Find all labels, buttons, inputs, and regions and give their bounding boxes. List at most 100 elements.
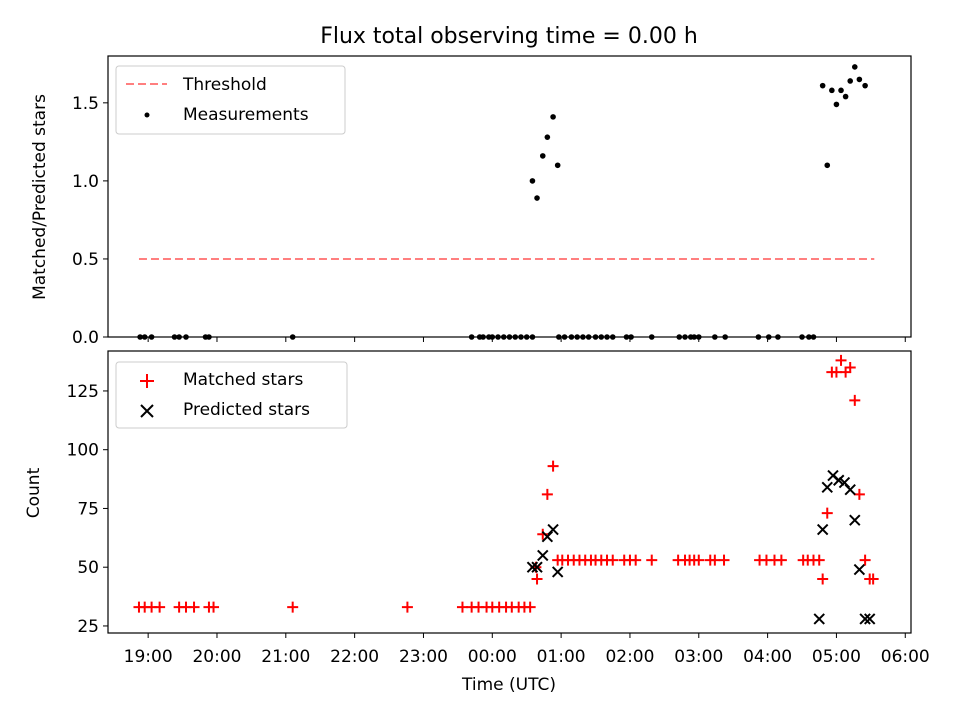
measurement-point: [833, 101, 840, 108]
predicted-star-marker: [551, 566, 564, 578]
matched-star-marker: [709, 554, 721, 566]
measurement-point: [722, 334, 728, 340]
measurement-point: [568, 334, 575, 340]
measurement-point: [544, 134, 551, 140]
count-legend: Matched stars Predicted stars: [115, 361, 348, 429]
matched-star-marker: [693, 554, 705, 566]
legend-matched-label: Matched stars: [183, 370, 303, 390]
predicted-star-marker: [816, 523, 829, 536]
count-x-tick-label: 05:00: [812, 647, 861, 667]
matched-star-marker: [867, 573, 879, 585]
measurement-point: [529, 178, 536, 184]
count-y-ticks: 25 50 75 100 125: [67, 382, 108, 637]
measurement-point: [598, 334, 605, 340]
measurement-point: [824, 162, 831, 169]
measurement-point: [554, 162, 561, 169]
ratio-panel: Matched/Predicted stars 0.0 0.5 1.0 1.5 Thr…: [30, 55, 912, 348]
matched-star-marker: [844, 361, 856, 373]
count-panel: Count Time (UTC) 25 50 75 100 125 19:00 20:00…: [24, 350, 930, 695]
matched-star-marker: [524, 601, 536, 613]
matched-star-marker: [630, 554, 642, 566]
measurement-point: [775, 334, 781, 340]
measurement-point: [604, 334, 610, 340]
measurement-point: [183, 334, 189, 340]
measurement-point: [574, 334, 580, 340]
predicted-star-marker: [813, 613, 825, 625]
matched-star-marker: [607, 554, 619, 566]
measurement-point: [529, 334, 536, 340]
ratio-legend-box: [115, 65, 346, 135]
predicted-star-marker: [849, 514, 861, 526]
measurement-point: [141, 334, 148, 340]
matched-star-marker: [853, 488, 865, 500]
count-x-tick-label: 04:00: [743, 647, 792, 667]
matched-star-marker: [208, 601, 220, 613]
matched-star-marker: [531, 573, 543, 585]
ratio-y-tick-label: 1.5: [72, 94, 99, 114]
matched-star-marker: [547, 460, 559, 472]
measurement-point: [539, 153, 546, 159]
matched-star-marker: [849, 394, 861, 406]
predicted-star-marker: [821, 481, 833, 494]
measurement-point: [592, 334, 599, 340]
legend-matched-swatch: [140, 374, 154, 388]
measurement-point: [765, 334, 772, 340]
ratio-legend: Threshold Measurements: [115, 65, 346, 135]
measurement-point: [682, 334, 688, 340]
legend-predicted-label: Predicted stars: [183, 400, 310, 420]
chart-title: Flux total observing time = 0.00 h: [320, 24, 698, 49]
measurement-point: [799, 334, 805, 340]
predicted-star-marker: [526, 561, 539, 573]
matched-star-marker: [830, 366, 842, 378]
predicted-stars-series: [526, 469, 876, 625]
ratio-y-tick-label: 0.0: [72, 328, 99, 348]
measurement-point: [289, 334, 296, 340]
measurement-point: [648, 334, 655, 340]
count-x-tick-label: 06:00: [881, 647, 930, 667]
count-x-tick-label: 03:00: [674, 647, 723, 667]
count-y-tick-label: 25: [77, 617, 99, 637]
count-x-tick-label: 01:00: [537, 647, 586, 667]
count-x-tick-label: 21:00: [261, 647, 310, 667]
ratio-y-ticks: 0.0 0.5 1.0 1.5: [72, 94, 108, 348]
measurement-point: [862, 82, 868, 89]
legend-threshold-label: Threshold: [182, 75, 267, 95]
count-y-tick-label: 75: [77, 499, 99, 519]
measurement-point: [171, 334, 178, 340]
matched-star-marker: [537, 528, 549, 540]
measurement-point: [810, 334, 817, 340]
measurement-point: [755, 334, 762, 340]
matched-star-marker: [456, 601, 468, 613]
matched-star-marker: [188, 601, 200, 613]
predicted-star-marker: [853, 563, 866, 576]
measurement-point: [676, 334, 683, 340]
measurement-point: [628, 334, 634, 340]
matched-star-marker: [154, 601, 166, 613]
count-y-tick-label: 50: [77, 558, 99, 578]
measurement-point: [137, 334, 143, 340]
matched-star-marker: [817, 573, 829, 585]
predicted-star-marker: [859, 613, 871, 625]
matched-star-marker: [835, 354, 847, 366]
count-y-axis-label: Count: [24, 467, 44, 518]
measurement-point: [176, 334, 182, 340]
measurement-point: [489, 334, 496, 340]
matched-star-marker: [718, 554, 730, 566]
count-x-tick-label: 23:00: [399, 647, 448, 667]
measurement-point: [851, 64, 858, 70]
matched-star-marker: [401, 601, 413, 613]
measurement-point: [691, 334, 697, 340]
measurement-point: [842, 93, 849, 100]
matched-star-marker: [541, 488, 553, 500]
measurement-point: [206, 334, 212, 340]
count-x-tick-label: 19:00: [124, 647, 173, 667]
measurement-point: [556, 334, 562, 340]
count-x-tick-label: 22:00: [330, 647, 379, 667]
matched-star-marker: [775, 554, 787, 566]
measurement-point: [561, 334, 568, 340]
matched-star-marker: [859, 554, 871, 566]
count-x-tick-label: 20:00: [192, 647, 241, 667]
measurement-point: [468, 334, 475, 340]
predicted-star-marker: [863, 613, 876, 625]
